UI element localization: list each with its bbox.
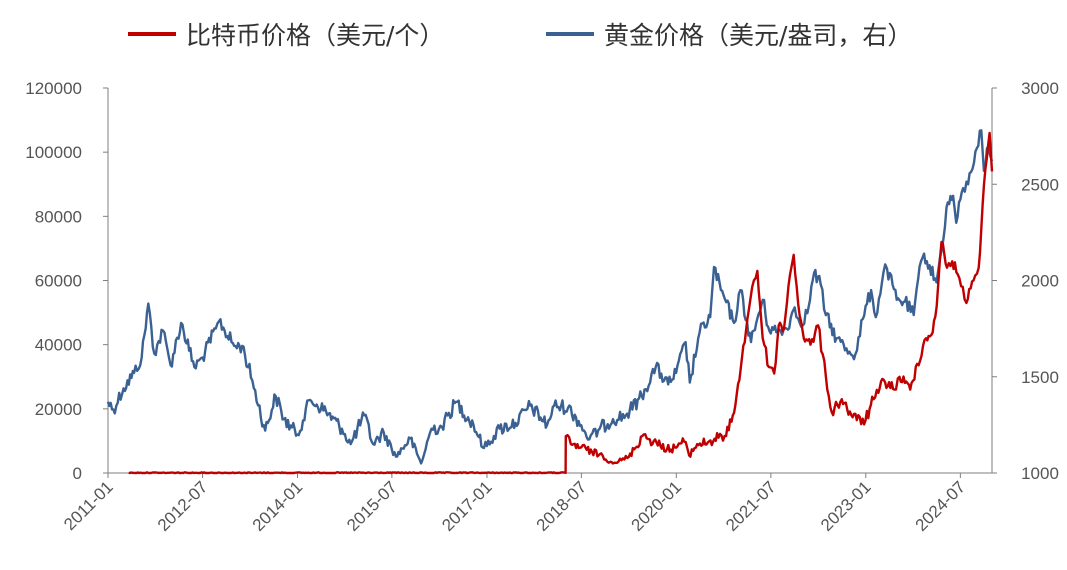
series-line-gold [106, 129, 994, 465]
x-tick-label: 2023-01 [817, 477, 875, 535]
y-right-tick-label: 2000 [1021, 272, 1059, 291]
legend-label-gold: 黄金价格（美元/盎司，右） [604, 21, 913, 50]
y-left-tick-label: 120000 [25, 79, 82, 98]
x-tick-label: 2020-01 [628, 477, 686, 535]
x-tick-label: 2015-07 [343, 477, 401, 535]
y-right-tick-label: 1000 [1021, 464, 1059, 483]
legend-swatch-gold [546, 32, 594, 36]
series-line-btc [128, 131, 994, 475]
x-tick-label: 2014-01 [249, 477, 307, 535]
x-tick-label: 2024-07 [912, 477, 970, 535]
y-left-tick-label: 100000 [25, 143, 82, 162]
y-right-tick-label: 1500 [1021, 368, 1059, 387]
y-right-tick-label: 3000 [1021, 79, 1059, 98]
legend-label-btc: 比特币价格（美元/个） [186, 21, 445, 50]
y-left-tick-label: 40000 [35, 336, 82, 355]
y-left-tick-label: 20000 [35, 400, 82, 419]
y-left-tick-label: 80000 [35, 207, 82, 226]
legend-item-gold: 黄金价格（美元/盎司，右） [546, 12, 912, 56]
legend-swatch-btc [128, 32, 176, 36]
legend-item-btc: 比特币价格（美元/个） [128, 12, 444, 56]
y-left-tick-label: 60000 [35, 272, 82, 291]
x-tick-label: 2017-01 [438, 477, 496, 535]
y-left-tick-label: 0 [73, 464, 82, 483]
x-tick-label: 2021-07 [722, 477, 780, 535]
x-tick-label: 2011-01 [60, 477, 117, 534]
y-right-tick-label: 2500 [1021, 175, 1059, 194]
x-tick-label: 2012-07 [154, 477, 212, 535]
legend: 比特币价格（美元/个） 黄金价格（美元/盎司，右） [0, 12, 1067, 56]
x-tick-label: 2018-07 [533, 477, 591, 535]
